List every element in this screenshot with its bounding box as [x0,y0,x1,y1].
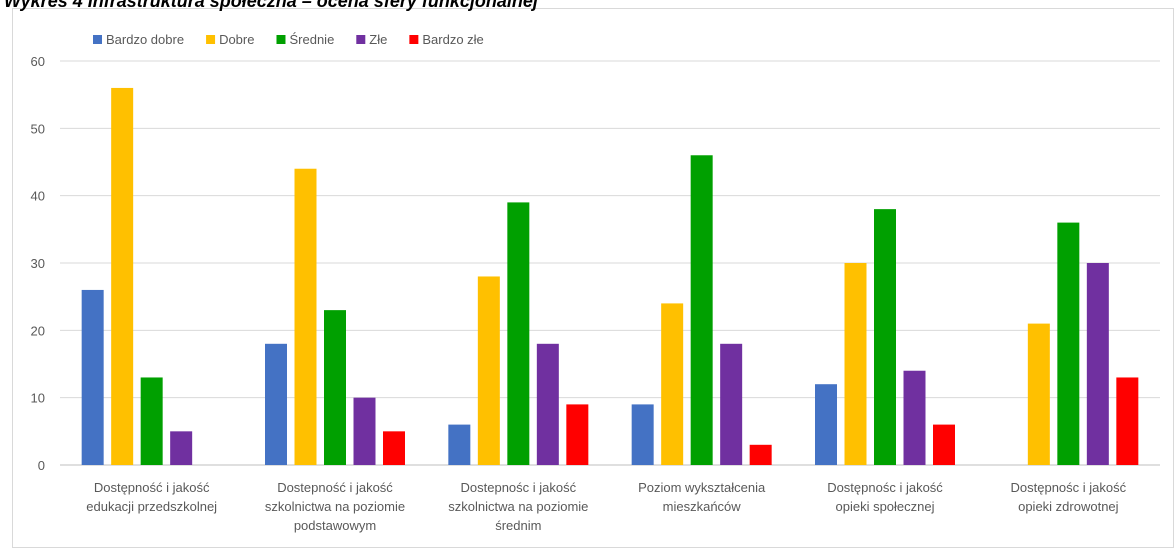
bar-złe [536,343,559,465]
y-tick-label: 50 [31,121,45,136]
x-category-label: opieki zdrowotnej [1018,499,1119,514]
legend-swatch [409,35,419,44]
bar-średnie [140,377,163,465]
bar-średnie [324,310,346,465]
bar-dobre [661,303,684,465]
x-category-label: opieki społecznej [835,499,934,514]
x-category-label: Dostępnośc i jakość [1011,480,1127,495]
x-category-label: Poziom wykształcenia [638,480,766,495]
bar-średnie [507,202,530,465]
bar-bardzo-złe [749,444,772,465]
bar-bardzo-dobre [815,384,837,465]
chart-frame [12,8,1174,548]
y-tick-label: 20 [31,323,45,338]
bar-złe [903,370,926,465]
bar-bardzo-dobre [81,289,104,465]
legend-label: Dobre [219,32,254,47]
bar-dobre [477,276,500,465]
legend-swatch [206,35,216,44]
chart-title: Wykres 4 Infrastruktura społeczna – ocen… [4,0,538,11]
x-category-label: edukacji przedszkolnej [86,499,217,514]
legend-label: Bardzo dobre [106,32,184,47]
x-category-label: Dostepność i jakość [277,480,393,495]
y-tick-label: 10 [31,391,45,406]
bar-złe [1086,263,1109,465]
legend-swatch [276,35,286,44]
bar-średnie [1057,222,1080,465]
legend-swatch [93,35,102,44]
bar-dobre [111,87,134,465]
y-tick-label: 60 [31,54,45,69]
bar-złe [353,397,376,465]
legend-label: Średnie [289,32,334,47]
y-tick-label: 40 [31,189,45,204]
x-category-label: Dostepnośc i jakość [461,480,577,495]
x-category-label: średnim [495,518,541,533]
bar-bardzo-dobre [265,343,287,465]
bar-bardzo-dobre [631,404,654,465]
bar-bardzo-dobre [448,424,471,465]
x-category-label: podstawowym [294,518,376,533]
bar-bardzo-złe [933,424,955,465]
bar-średnie [874,209,896,465]
x-category-label: mieszkańców [663,499,742,514]
x-category-label: szkolnictwa na poziomie [265,499,405,514]
x-category-label: Dostępnośc i jakość [827,480,943,495]
y-tick-label: 0 [38,458,45,473]
x-category-label: szkolnictwa na poziomie [448,499,588,514]
legend-swatch [356,35,366,44]
bar-złe [170,431,193,465]
bar-bardzo-złe [566,404,589,465]
bar-dobre [1027,323,1050,465]
bar-złe [720,343,743,465]
bar-dobre [294,168,317,465]
legend-label: Złe [369,32,387,47]
x-category-label: Dostępność i jakość [94,480,210,495]
bar-bardzo-złe [1116,377,1139,465]
y-tick-label: 30 [31,256,45,271]
bar-średnie [690,155,713,465]
bar-dobre [844,263,867,465]
legend-label: Bardzo złe [422,32,483,47]
bar-bardzo-złe [383,431,405,465]
